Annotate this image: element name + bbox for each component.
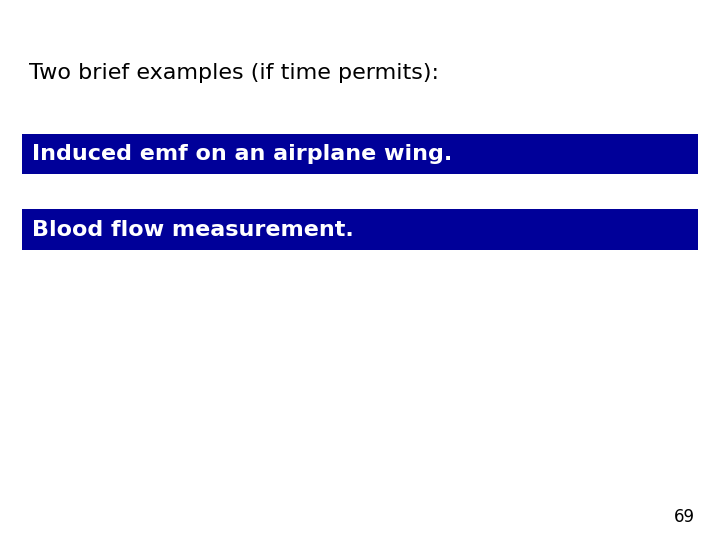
Text: Induced emf on an airplane wing.: Induced emf on an airplane wing. xyxy=(32,144,453,164)
FancyBboxPatch shape xyxy=(22,134,698,174)
Text: Two brief examples (if time permits):: Two brief examples (if time permits): xyxy=(29,63,438,83)
Text: 69: 69 xyxy=(674,509,695,526)
Text: Blood flow measurement.: Blood flow measurement. xyxy=(32,219,354,240)
FancyBboxPatch shape xyxy=(22,210,698,249)
